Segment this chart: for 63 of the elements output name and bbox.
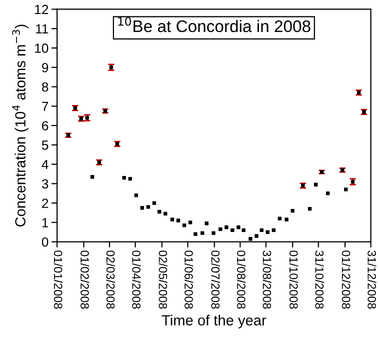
y-tick-label: 3 [42, 179, 48, 189]
point [158, 210, 162, 214]
point [152, 201, 156, 205]
point [128, 176, 132, 181]
x-tick-label: 01/06/2008 [184, 250, 194, 309]
point [266, 230, 270, 234]
x-tick-label: 01/01/2008 [54, 250, 63, 309]
point [122, 176, 126, 180]
point [140, 206, 144, 210]
x-tick-label: 01/12/2008 [342, 250, 351, 309]
y-tick-label: 10 [35, 44, 48, 53]
point [200, 231, 204, 235]
point [188, 220, 192, 224]
x-tick-label: 01/08/2008 [236, 250, 246, 309]
point [236, 225, 240, 230]
x-axis-title: Time of the year [162, 314, 266, 328]
point [344, 188, 348, 192]
y-tick-label: 7 [42, 102, 48, 111]
x-tick-label: 01/04/2008 [132, 250, 141, 309]
x-tick-label: 31/10/2008 [315, 250, 324, 309]
point [290, 208, 294, 213]
point [314, 182, 318, 186]
point [218, 227, 222, 232]
y-tick-label: 9 [42, 62, 48, 72]
point [284, 218, 288, 222]
point [90, 175, 94, 179]
point [272, 228, 276, 232]
y-tick-label: 0 [42, 237, 48, 247]
x-tick-label: 01/10/2008 [289, 250, 298, 309]
point [170, 218, 174, 222]
point [204, 222, 208, 226]
point [308, 207, 312, 211]
point [230, 228, 234, 232]
y-tick-label: 6 [42, 121, 48, 130]
point [278, 216, 282, 220]
x-tick-label: 02/03/2008 [106, 250, 116, 309]
point [242, 228, 246, 232]
y-tick-label: 8 [42, 82, 48, 92]
y-tick-label: 1 [42, 218, 48, 228]
point [194, 232, 198, 236]
chart-title: $^{10}$Be at Concordia in 2008 [118, 16, 310, 32]
point [248, 237, 252, 241]
point [164, 212, 168, 216]
x-tick-label: 01/02/2008 [80, 250, 90, 309]
y-axis-title: Concentration (10$^{4}$ atoms m$^{−3}$) [12, 24, 28, 226]
x-tick-label: 02/05/2008 [158, 250, 168, 309]
point [146, 205, 150, 209]
y-tick-label: 2 [42, 198, 48, 208]
y-tick-label: 11 [36, 24, 48, 34]
point [182, 223, 186, 228]
point [260, 228, 264, 232]
y-tick-label: 12 [35, 4, 48, 14]
point [134, 193, 138, 198]
point [176, 218, 180, 222]
x-tick-label: 31/12/2008 [368, 250, 376, 309]
y-tick-label: 5 [42, 140, 48, 150]
point [224, 225, 228, 230]
x-tick-label: 31/08/2008 [262, 250, 272, 309]
point [254, 234, 258, 238]
y-tick-label: 4 [42, 160, 48, 170]
x-tick-label: 02/07/2008 [211, 250, 220, 309]
point [326, 192, 330, 196]
point [212, 231, 216, 235]
